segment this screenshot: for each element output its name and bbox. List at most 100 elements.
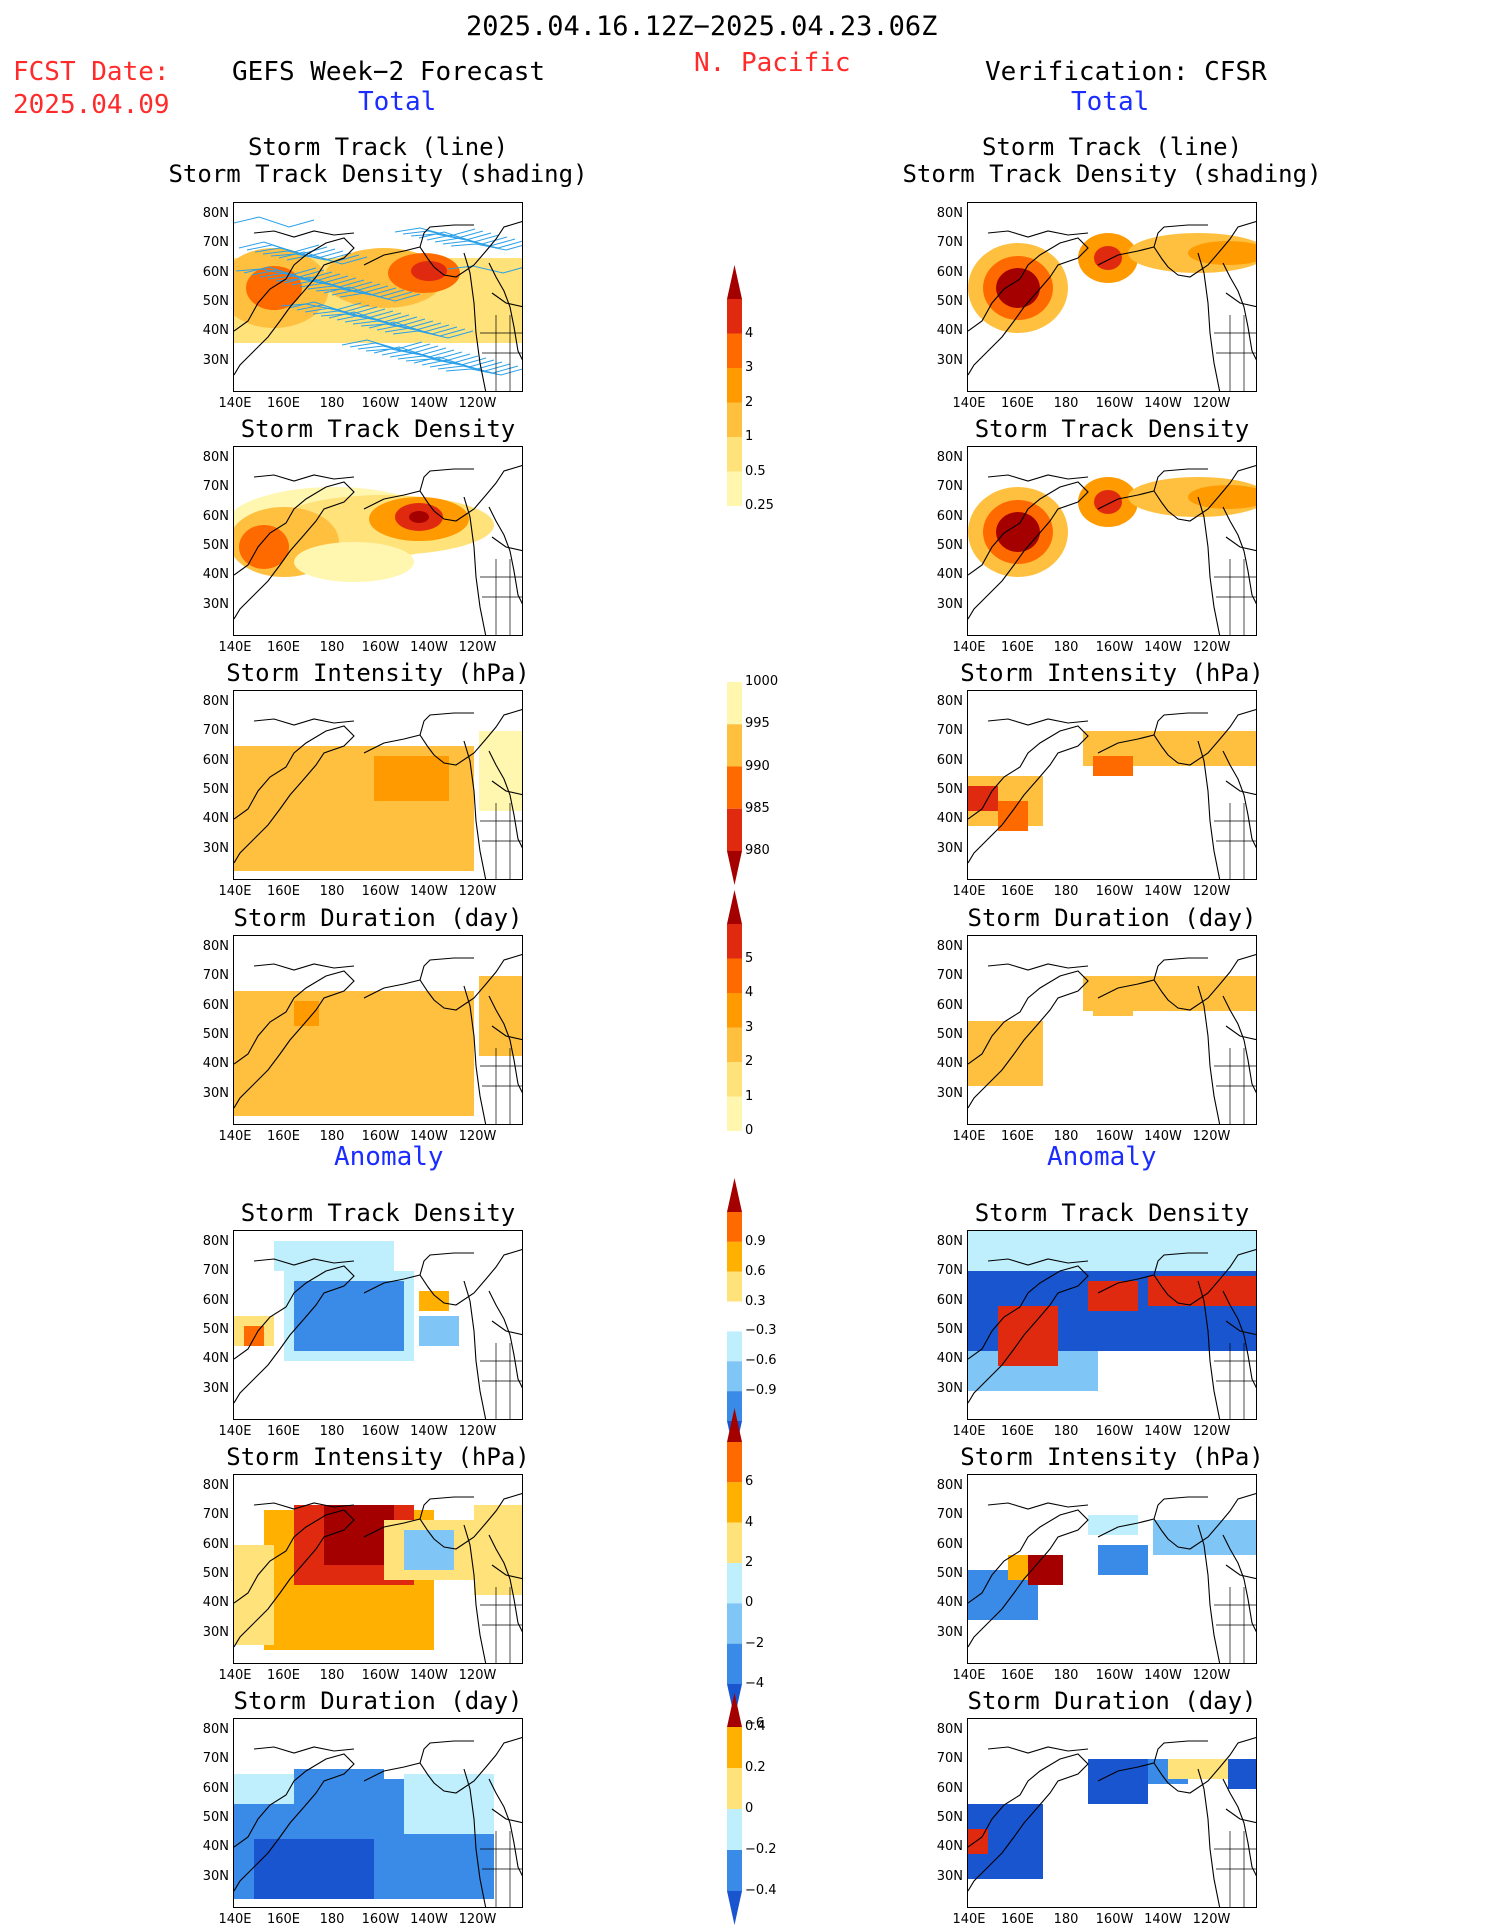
lon-tick-label: 160E bbox=[1000, 640, 1035, 655]
verification-total-label: Total bbox=[1071, 87, 1150, 117]
colorbar-tick-label: 5 bbox=[745, 950, 754, 966]
duration-colorbar bbox=[727, 890, 742, 1165]
colorbar-tick-label: −0.2 bbox=[745, 1842, 777, 1857]
lon-tick-label: 140W bbox=[1144, 1424, 1182, 1439]
lon-tick-label: 160W bbox=[1095, 1424, 1134, 1439]
lat-tick-label: 40N bbox=[202, 1351, 229, 1367]
lon-tick-label: 180 bbox=[319, 1129, 345, 1144]
lon-tick-label: 140W bbox=[410, 884, 448, 899]
lon-tick-label: 120W bbox=[1192, 1912, 1231, 1927]
lat-tick-label: 40N bbox=[936, 323, 963, 339]
lat-tick-label: 80N bbox=[936, 939, 963, 954]
lon-tick-label: 160W bbox=[361, 1668, 400, 1683]
lat-tick-label: 40N bbox=[936, 567, 963, 583]
lat-tick-label: 60N bbox=[936, 1536, 963, 1552]
lon-tick-label: 140W bbox=[1144, 884, 1182, 899]
left-anomaly-intensity-map bbox=[233, 1474, 523, 1664]
lat-tick-label: 40N bbox=[202, 1056, 229, 1072]
lon-tick-label: 180 bbox=[1053, 884, 1079, 899]
right-duration-map bbox=[967, 935, 1257, 1125]
lon-tick-label: 140W bbox=[410, 396, 448, 411]
lon-tick-label: 180 bbox=[319, 1424, 345, 1439]
lon-tick-label: 180 bbox=[1053, 1424, 1079, 1439]
colorbar-tick-label: 0.3 bbox=[745, 1293, 766, 1309]
region-label: N. Pacific bbox=[694, 48, 851, 78]
lon-tick-label: 160W bbox=[361, 1912, 400, 1927]
lat-tick-label: 60N bbox=[936, 508, 963, 524]
lon-tick-label: 160E bbox=[1000, 396, 1035, 411]
lon-tick-label: 140W bbox=[410, 1912, 448, 1927]
lat-tick-label: 50N bbox=[936, 293, 963, 309]
lat-tick-label: 80N bbox=[202, 206, 229, 221]
colorbar-tick-label: 995 bbox=[745, 716, 770, 732]
colorbar-tick-label: 0 bbox=[745, 1595, 754, 1611]
lon-tick-label: 140E bbox=[218, 1424, 252, 1439]
colorbar-tick-label: 0.25 bbox=[745, 498, 774, 513]
lat-tick-label: 50N bbox=[202, 293, 229, 309]
lon-tick-label: 140E bbox=[218, 640, 252, 655]
lat-tick-label: 60N bbox=[936, 1780, 963, 1796]
forecast-anomaly-label: Anomaly bbox=[334, 1142, 444, 1172]
lat-tick-label: 30N bbox=[936, 1380, 963, 1396]
colorbar-tick-label: 6 bbox=[745, 1474, 754, 1490]
verification-anomaly-label: Anomaly bbox=[1047, 1142, 1157, 1172]
lat-tick-label: 50N bbox=[202, 537, 229, 553]
lat-tick-label: 70N bbox=[202, 479, 229, 495]
lat-tick-label: 40N bbox=[202, 567, 229, 583]
colorbar-tick-label: 0.5 bbox=[745, 463, 766, 479]
left-anomaly-duration-map bbox=[233, 1718, 523, 1908]
lon-tick-label: 160W bbox=[1095, 1668, 1134, 1683]
lat-tick-label: 30N bbox=[202, 1085, 229, 1101]
left-duration-map bbox=[233, 935, 523, 1125]
lon-tick-label: 160E bbox=[266, 1668, 301, 1683]
lat-tick-label: 60N bbox=[202, 1292, 229, 1308]
lon-tick-label: 160E bbox=[1000, 1668, 1035, 1683]
left-intensity-title: Storm Intensity (hPa) bbox=[226, 659, 530, 687]
lat-tick-label: 80N bbox=[202, 939, 229, 954]
lat-tick-label: 60N bbox=[202, 997, 229, 1013]
lat-tick-label: 30N bbox=[936, 1868, 963, 1884]
left-track-map bbox=[233, 202, 523, 392]
lat-tick-label: 70N bbox=[202, 723, 229, 739]
lon-tick-label: 120W bbox=[1192, 640, 1231, 655]
right-duration-title: Storm Duration (day) bbox=[967, 904, 1257, 932]
lon-tick-label: 140W bbox=[410, 640, 448, 655]
right-intensity-title: Storm Intensity (hPa) bbox=[960, 659, 1264, 687]
lon-tick-label: 120W bbox=[1192, 396, 1231, 411]
lon-tick-label: 180 bbox=[319, 396, 345, 411]
left-density-title: Storm Track Density bbox=[240, 415, 516, 443]
lon-tick-label: 120W bbox=[458, 884, 497, 899]
lat-tick-label: 70N bbox=[202, 1751, 229, 1767]
colorbar-tick-label: 985 bbox=[745, 800, 770, 816]
colorbar-tick-label: 4 bbox=[745, 1514, 754, 1530]
lat-tick-label: 70N bbox=[936, 235, 963, 251]
lat-tick-label: 60N bbox=[936, 1292, 963, 1308]
lon-tick-label: 160W bbox=[361, 640, 400, 655]
lon-tick-label: 140E bbox=[952, 640, 986, 655]
lon-tick-label: 160E bbox=[266, 884, 301, 899]
lat-tick-label: 80N bbox=[202, 450, 229, 465]
colorbar-tick-label: 3 bbox=[745, 360, 754, 375]
verification-column-title: Verification: CFSR bbox=[985, 57, 1267, 87]
lon-tick-label: 140E bbox=[218, 1668, 252, 1683]
lat-tick-label: 40N bbox=[936, 811, 963, 827]
right-anomaly-density-title: Storm Track Density bbox=[974, 1199, 1250, 1227]
lon-tick-label: 140W bbox=[1144, 1668, 1182, 1683]
lon-tick-label: 140E bbox=[952, 1668, 986, 1683]
lat-tick-label: 60N bbox=[202, 508, 229, 524]
lat-tick-label: 60N bbox=[936, 997, 963, 1013]
lat-tick-label: 60N bbox=[936, 264, 963, 280]
colorbar-tick-label: 0.6 bbox=[745, 1263, 766, 1279]
lon-tick-label: 180 bbox=[1053, 1912, 1079, 1927]
lat-tick-label: 70N bbox=[936, 1751, 963, 1767]
lat-tick-label: 60N bbox=[202, 752, 229, 768]
lat-tick-label: 30N bbox=[202, 1380, 229, 1396]
lat-tick-label: 80N bbox=[202, 1234, 229, 1249]
lat-tick-label: 50N bbox=[202, 1321, 229, 1337]
lat-tick-label: 30N bbox=[936, 596, 963, 612]
lon-tick-label: 140E bbox=[218, 1129, 252, 1144]
lon-tick-label: 120W bbox=[458, 1129, 497, 1144]
lon-tick-label: 180 bbox=[319, 884, 345, 899]
intensity-colorbar bbox=[727, 648, 742, 885]
lat-tick-label: 80N bbox=[936, 694, 963, 709]
